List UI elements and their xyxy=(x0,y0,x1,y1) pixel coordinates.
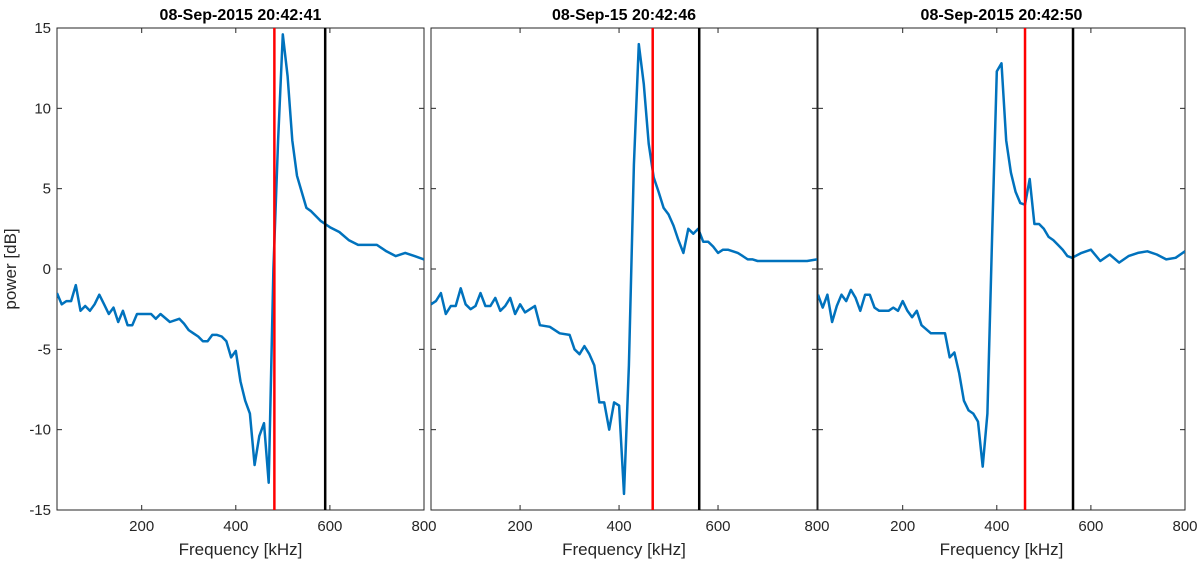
panel-3-xtick-label: 800 xyxy=(1172,518,1197,535)
panel-2-plot-area: 200 400 600 800 xyxy=(430,27,830,535)
panel-3-xtick-label: 600 xyxy=(1078,518,1103,535)
panel-2-xtick-label: 200 xyxy=(508,518,533,535)
panel-3-xtick-label: 400 xyxy=(984,518,1009,535)
panel-1-title: 08-Sep-2015 20:42:41 xyxy=(160,7,322,24)
panel-3-title: 08-Sep-2015 20:42:50 xyxy=(921,7,1083,24)
panel-1-xtick-label: 400 xyxy=(223,518,248,535)
panel-1-ytick-label: 5 xyxy=(43,181,51,198)
panel-1-plot-area: 200 400 600 800 -15 -10 -5 0 5 10 15 xyxy=(29,20,436,535)
panel-1-xtick-label: 200 xyxy=(129,518,154,535)
panel-1-ytick-label: -5 xyxy=(38,341,51,358)
panel-2-title: 08-Sep-15 20:42:46 xyxy=(552,7,696,24)
panel-1-xtick-label: 800 xyxy=(411,518,436,535)
panel-1-ylabel: power [dB] xyxy=(1,228,20,309)
panel-1: 08-Sep-2015 20:42:41 power [dB] Frequenc… xyxy=(1,7,437,559)
panel-2: 08-Sep-15 20:42:46 Frequency [kHz] 200 40… xyxy=(430,7,830,559)
panel-3-plot-area: 200 400 600 800 xyxy=(817,27,1198,535)
panel-1-xtick-label: 600 xyxy=(317,518,342,535)
panel-1-ytick-label: 10 xyxy=(34,100,51,117)
panel-1-xlabel: Frequency [kHz] xyxy=(179,540,303,559)
panel-1-ytick-label: 0 xyxy=(43,261,51,278)
panel-2-xtick-label: 800 xyxy=(804,518,829,535)
panel-3-series-line xyxy=(818,62,1185,468)
panel-3: 08-Sep-2015 20:42:50 Frequency [kHz] 200… xyxy=(817,7,1198,559)
panel-2-xtick-label: 600 xyxy=(706,518,731,535)
panel-3-xlabel: Frequency [kHz] xyxy=(940,540,1064,559)
panel-2-xlabel: Frequency [kHz] xyxy=(562,540,686,559)
panel-3-xtick-label: 200 xyxy=(890,518,915,535)
panel-3-axes-box xyxy=(817,27,1186,511)
panel-2-xtick-label: 400 xyxy=(607,518,632,535)
panel-1-ytick-label: -10 xyxy=(29,422,51,439)
panel-2-axes-box xyxy=(430,27,818,511)
panel-2-series-line xyxy=(431,42,817,496)
panel-1-ytick-label: -15 xyxy=(29,502,51,519)
panel-1-ytick-label: 15 xyxy=(34,20,51,37)
panel-1-axes-box xyxy=(56,27,425,511)
